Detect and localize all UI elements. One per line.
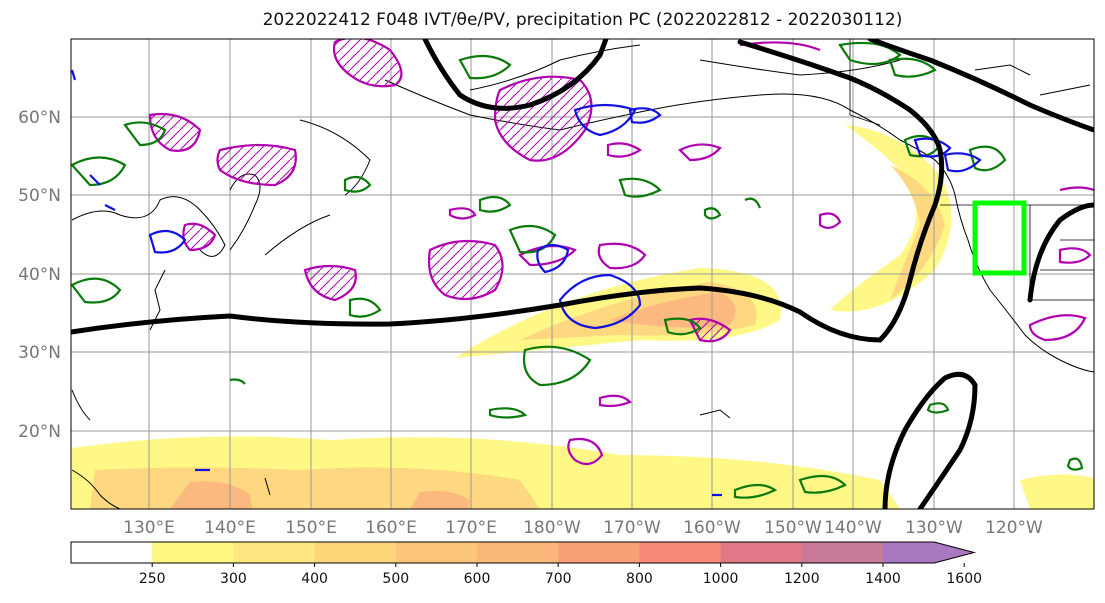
colorbar-tick-label: 500	[382, 571, 409, 587]
colorbar: 250 300 400 500 600 700 800 1000 1200 1400 1600	[70, 541, 982, 587]
colorbar-segment	[883, 542, 975, 563]
latitude-labels: 60°N 50°N 40°N 30°N 20°N	[18, 108, 61, 442]
colorbar-frame	[70, 541, 977, 564]
lat-label: 50°N	[18, 186, 61, 206]
map-content	[71, 39, 1094, 509]
colorbar-tick-label: 1000	[703, 571, 739, 587]
lat-label: 30°N	[18, 343, 61, 363]
lon-label: 150°W	[764, 518, 822, 538]
colorbar-segment	[314, 542, 397, 563]
theta-e-blue-contours	[71, 69, 982, 497]
pv-contours	[148, 39, 1094, 466]
lon-label: 120°W	[985, 518, 1043, 538]
lon-label: 150°E	[285, 518, 337, 538]
colorbar-segment	[639, 542, 722, 563]
figure-title: 2022022412 F048 IVT/θe/PV, precipitation…	[262, 10, 903, 30]
lat-label: 60°N	[18, 108, 61, 128]
lon-label: 160°W	[683, 518, 741, 538]
lon-label: 140°E	[204, 518, 256, 538]
longitude-labels: 130°E 140°E 150°E 160°E 170°E 180°W 170°…	[123, 518, 1043, 538]
lat-label: 40°N	[18, 265, 61, 285]
lon-label: 180°W	[523, 518, 581, 538]
lon-label: 130°E	[123, 518, 175, 538]
verification-region-box	[972, 200, 1027, 276]
colorbar-tick-label: 300	[220, 571, 247, 587]
ivt-jet-contours	[71, 39, 1094, 509]
colorbar-segment	[720, 542, 803, 563]
colorbar-segment	[152, 542, 234, 563]
lon-label: 130°W	[905, 518, 963, 538]
lon-label: 170°E	[445, 518, 497, 538]
colorbar-segment	[233, 542, 316, 563]
colorbar-segment	[71, 542, 153, 563]
lat-label: 20°N	[18, 422, 61, 442]
colorbar-tick-label: 600	[464, 571, 491, 587]
lon-label: 140°W	[824, 518, 882, 538]
colorbar-tick-label: 400	[301, 571, 328, 587]
lon-label: 170°W	[603, 518, 661, 538]
colorbar-tick-label: 1400	[865, 571, 901, 587]
lon-label: 160°E	[365, 518, 417, 538]
colorbar-tick-label: 700	[545, 571, 572, 587]
colorbar-tick-label: 250	[139, 571, 166, 587]
colorbar-segment	[395, 542, 478, 563]
graticule	[71, 39, 1094, 509]
colorbar-segment	[558, 542, 640, 563]
map-frame	[70, 38, 1095, 510]
colorbar-segment	[477, 542, 559, 563]
colorbar-tick-label: 800	[626, 571, 653, 587]
colorbar-tick-label: 1200	[784, 571, 820, 587]
colorbar-tick-label: 1600	[946, 571, 982, 587]
colorbar-segment	[801, 542, 884, 563]
